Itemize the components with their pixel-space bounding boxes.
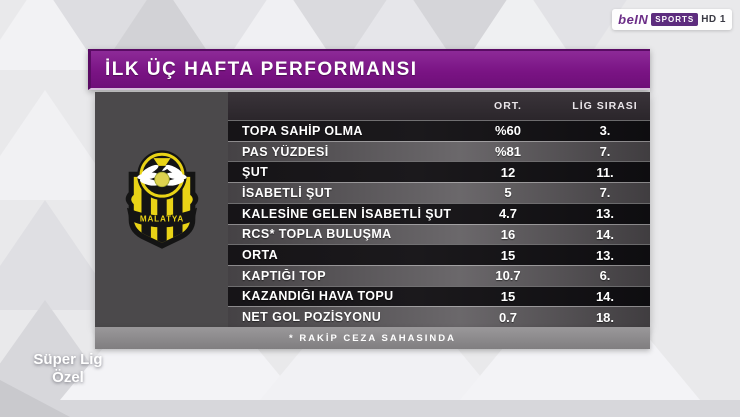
stat-league-rank-value: 14. [595,288,615,304]
stat-league-rank-value: 6. [599,268,611,284]
hd1-label: HD 1 [701,14,726,25]
panel-content: MALATYA ORT. [95,92,650,328]
table-row: KAPTIĞI TOP 10.7 6. [228,264,650,286]
table-row: KAZANDIĞI HAVA TOPU 15 14. [228,285,650,307]
stat-average-value: %81 [494,144,522,160]
team-logo-panel: MALATYA [95,92,228,327]
header-average-column: ORT. [494,100,522,112]
table-row: TOPA SAHİP OLMA %60 3. [228,120,650,141]
team-crest-icon: MALATYA [125,150,198,249]
stat-average-value: %60 [494,123,522,139]
table-header-row: ORT. LİG SIRASI [228,92,650,120]
table-row: RCS* TOPLA BULUŞMA 16 14. [228,223,650,245]
bein-brand-text: beIN [618,12,649,27]
table-row: NET GOL POZİSYONU 0.7 18. [228,306,650,328]
stat-average-value: 15 [500,288,516,304]
stat-label: NET GOL POZİSYONU [242,310,382,325]
table-row: ŞUT 12 11. [228,161,650,183]
stat-league-rank-value: 18. [595,309,615,325]
panel-title-bar: İLK ÜÇ HAFTA PERFORMANSI [88,49,650,90]
stat-league-rank-value: 13. [595,206,615,222]
stat-average-value: 0.7 [498,309,518,325]
footnote-text: * RAKİP CEZA SAHASINDA [289,332,456,344]
stat-league-rank-value: 14. [595,226,615,242]
stat-average-value: 16 [500,226,516,242]
header-league-rank-column: LİG SIRASI [572,100,638,112]
stat-label: ŞUT [242,165,269,180]
team-banner-text: MALATYA [139,214,183,223]
sports-badge: SPORTS [651,13,699,26]
stat-label: TOPA SAHİP OLMA [242,123,363,138]
table-row: İSABETLİ ŞUT 5 7. [228,182,650,203]
stat-label: RCS* TOPLA BULUŞMA [242,227,392,242]
stat-league-rank-value: 13. [595,247,615,263]
stat-label: KALESİNE GELEN İSABETLİ ŞUT [242,206,452,221]
stat-label: PAS YÜZDESİ [242,144,329,159]
stat-label: KAZANDIĞI HAVA TOPU [242,289,394,304]
panel-title: İLK ÜÇ HAFTA PERFORMANSI [105,58,418,80]
stat-league-rank-value: 11. [596,164,614,180]
stat-average-value: 5 [504,185,512,201]
table-body: TOPA SAHİP OLMA %60 3. PAS YÜZDESİ %81 7… [228,120,650,328]
stat-average-value: 4.7 [498,206,518,222]
table-row: ORTA 15 13. [228,244,650,265]
footnote-bar: * RAKİP CEZA SAHASINDA [95,327,650,349]
stat-average-value: 12 [500,164,516,180]
show-tag-line1: Süper Lig [33,351,103,368]
show-tag-line2: Özel [52,369,84,386]
stat-label: ORTA [242,248,279,263]
stats-panel: İLK ÜÇ HAFTA PERFORMANSI [88,49,650,349]
table-row: KALESİNE GELEN İSABETLİ ŞUT 4.7 13. [228,202,650,224]
stat-average-value: 10.7 [495,268,521,284]
table-row: PAS YÜZDESİ %81 7. [228,140,650,162]
stat-label: KAPTIĞI TOP [242,268,327,283]
stat-league-rank-value: 7. [599,185,611,201]
stats-table: ORT. LİG SIRASI TOPA SAHİP OLMA %60 3. P… [228,92,650,328]
stat-label: İSABETLİ ŞUT [242,185,333,200]
stat-league-rank-value: 7. [599,144,611,160]
show-tag: Süper Lig Özel [16,351,120,387]
stat-average-value: 15 [500,247,516,263]
stat-league-rank-value: 3. [599,123,611,139]
channel-logo: beIN SPORTS HD 1 [612,9,732,30]
